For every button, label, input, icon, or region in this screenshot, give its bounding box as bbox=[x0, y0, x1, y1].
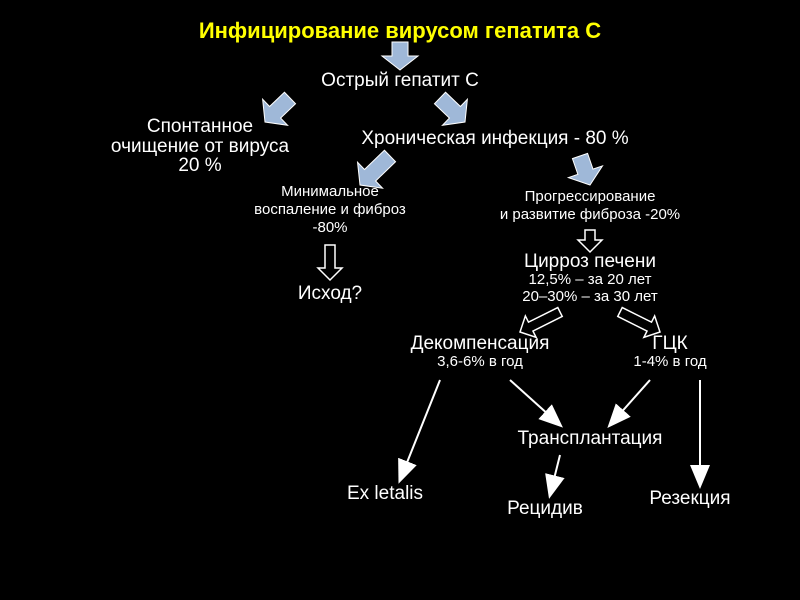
arrow-line-10 bbox=[510, 380, 560, 425]
node-chronic: Хроническая инфекция - 80 % bbox=[305, 128, 685, 151]
arrow-hollow-6 bbox=[578, 230, 602, 252]
node-hcc2: 1-4% в год bbox=[595, 353, 745, 371]
node-cirr3: 20–30% – за 30 лет bbox=[460, 288, 720, 306]
node-min1: Минимальное bbox=[200, 183, 460, 201]
node-transpl: Трансплантация bbox=[480, 428, 700, 451]
node-min3: -80% bbox=[200, 219, 460, 237]
node-recid: Рецидив bbox=[470, 498, 620, 521]
node-outcome: Исход? bbox=[255, 283, 405, 306]
arrow-hollow-5 bbox=[318, 245, 342, 280]
node-prog1: Прогрессирование bbox=[460, 188, 720, 206]
arrow-line-9 bbox=[400, 380, 440, 480]
node-title: Инфицирование вирусом гепатита С bbox=[120, 18, 680, 44]
arrow-line-11 bbox=[610, 380, 650, 425]
node-prog2: и развитие фиброза -20% bbox=[450, 206, 730, 224]
arrow-block-4 bbox=[568, 153, 602, 185]
node-clear3: 20 % bbox=[70, 155, 330, 178]
node-acute: Острый гепатит С bbox=[250, 70, 550, 93]
arrow-line-13 bbox=[550, 455, 560, 495]
node-resect: Резекция bbox=[615, 488, 765, 511]
node-decomp2: 3,6-6% в год bbox=[370, 353, 590, 371]
node-cirr2: 12,5% – за 20 лет bbox=[460, 271, 720, 289]
arrow-block-2 bbox=[434, 92, 467, 125]
node-min2: воспаление и фиброз bbox=[200, 201, 460, 219]
node-exlet: Ex letalis bbox=[310, 483, 460, 506]
arrow-block-0 bbox=[382, 42, 418, 70]
